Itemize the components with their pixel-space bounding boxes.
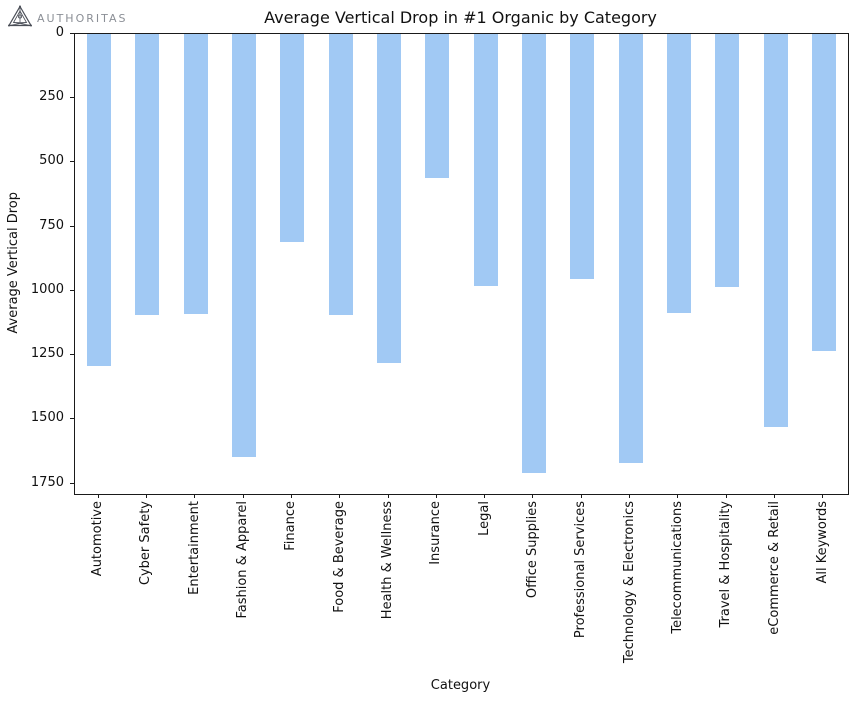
bar (232, 34, 257, 457)
x-tick-label: Automotive (90, 501, 106, 577)
x-tick-label: Telecommunications (669, 501, 685, 634)
y-tick-label: 1500 (30, 410, 64, 426)
authoritas-logo: AUTHORITAS (7, 5, 128, 31)
x-tick-mark (580, 494, 582, 498)
bar (521, 34, 546, 474)
x-tick-mark (194, 494, 196, 498)
x-tick-mark (387, 494, 389, 498)
bar (328, 34, 353, 316)
bar (473, 34, 498, 286)
x-tick-mark (145, 494, 147, 498)
bar (425, 34, 450, 178)
y-tick-label: 750 (39, 217, 64, 233)
y-tick-label: 1750 (30, 474, 64, 490)
y-tick-mark (70, 418, 74, 420)
chart-title: Average Vertical Drop in #1 Organic by C… (264, 8, 657, 27)
bar (135, 34, 160, 316)
plot-area (74, 33, 849, 495)
x-tick-mark (339, 494, 341, 498)
x-tick-label: Office Supplies (524, 501, 540, 599)
y-axis-label: Average Vertical Drop (6, 192, 21, 334)
x-tick-label: Health & Wellness (380, 501, 396, 620)
x-tick-label: All Keywords (814, 501, 830, 584)
x-tick-label: Entertainment (186, 501, 202, 595)
y-tick-label: 250 (39, 89, 64, 105)
x-tick-label: Cyber Safety (138, 501, 154, 586)
x-tick-label: Technology & Electronics (621, 501, 637, 664)
y-tick-mark (70, 33, 74, 34)
x-tick-label: Insurance (428, 501, 444, 565)
bar (183, 34, 208, 315)
x-tick-label: Professional Services (573, 501, 589, 639)
y-tick-mark (70, 354, 74, 356)
x-tick-label: Travel & Hospitality (718, 501, 734, 628)
bar (811, 34, 836, 352)
x-tick-label: Finance (283, 501, 299, 551)
x-tick-label: eCommerce & Retail (766, 501, 782, 635)
bar (87, 34, 112, 366)
x-tick-mark (725, 494, 727, 498)
bar (715, 34, 740, 288)
bar (570, 34, 595, 280)
y-tick-mark (70, 97, 74, 99)
x-tick-mark (532, 494, 534, 498)
x-tick-mark (677, 494, 679, 498)
y-tick-label: 0 (55, 25, 64, 40)
x-tick-mark (484, 494, 486, 498)
y-tick-label: 500 (39, 153, 64, 169)
x-tick-label: Fashion & Apparel (235, 501, 251, 619)
bar (763, 34, 788, 428)
x-tick-mark (290, 494, 292, 498)
y-tick-mark (70, 161, 74, 163)
x-tick-mark (435, 494, 437, 498)
x-tick-label: Legal (476, 501, 492, 536)
x-tick-mark (822, 494, 824, 498)
y-tick-mark (70, 225, 74, 227)
y-tick-label: 1250 (30, 346, 64, 362)
y-tick-mark (70, 289, 74, 291)
x-axis-label: Category (430, 678, 491, 693)
bar (666, 34, 691, 313)
x-tick-mark (629, 494, 631, 498)
bar (280, 34, 305, 243)
x-tick-mark (242, 494, 244, 498)
bar (377, 34, 402, 363)
authoritas-triangle-icon (7, 5, 33, 31)
bar (618, 34, 643, 464)
y-tick-label: 1000 (30, 281, 64, 297)
x-tick-mark (97, 494, 99, 498)
y-tick-mark (70, 482, 74, 484)
logo-text: AUTHORITAS (37, 11, 128, 25)
x-tick-mark (774, 494, 776, 498)
x-tick-label: Food & Beverage (331, 501, 347, 613)
